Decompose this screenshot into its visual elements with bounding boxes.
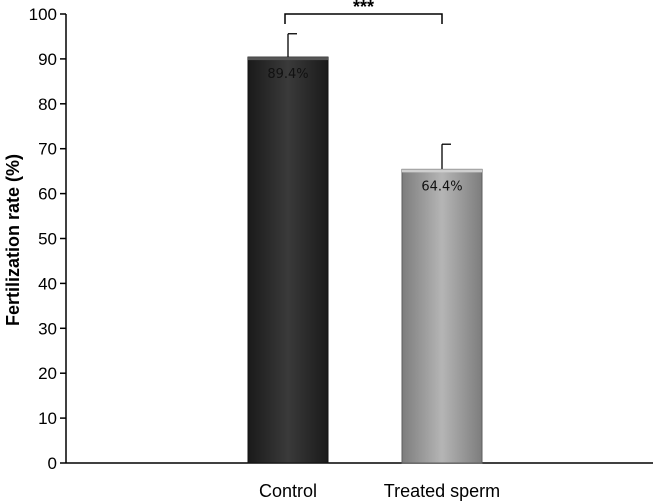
bar-top-bevel [248, 57, 328, 61]
y-axis-title: Fertilization rate (%) [3, 154, 23, 326]
bar [247, 56, 329, 464]
y-tick-label: 60 [38, 185, 57, 204]
significance-bracket [284, 13, 443, 24]
y-tick-label: 70 [38, 140, 57, 159]
y-tick-label: 30 [38, 319, 57, 338]
data-label: 89.4% [267, 67, 308, 82]
x-category-label: Control [259, 481, 317, 501]
x-category-label: Treated sperm [384, 481, 500, 501]
y-tick-label: 50 [38, 230, 57, 249]
significance-label: *** [353, 0, 374, 17]
y-tick-label: 80 [38, 95, 57, 114]
axes: 0 10 20 30 40 50 60 70 80 90 100 [29, 5, 653, 473]
bar-top-bevel [402, 169, 482, 173]
bar [401, 168, 483, 464]
data-label: 64.4% [421, 179, 462, 194]
bars [247, 33, 483, 464]
y-tick-label: 100 [29, 5, 57, 24]
y-tick-label: 0 [48, 454, 57, 473]
y-tick-label: 90 [38, 50, 57, 69]
y-tick-label: 40 [38, 274, 57, 293]
y-tick-label: 10 [38, 409, 57, 428]
y-tick-label: 20 [38, 364, 57, 383]
labels: 89.4% Control 64.4% Treated sperm *** [259, 0, 500, 501]
